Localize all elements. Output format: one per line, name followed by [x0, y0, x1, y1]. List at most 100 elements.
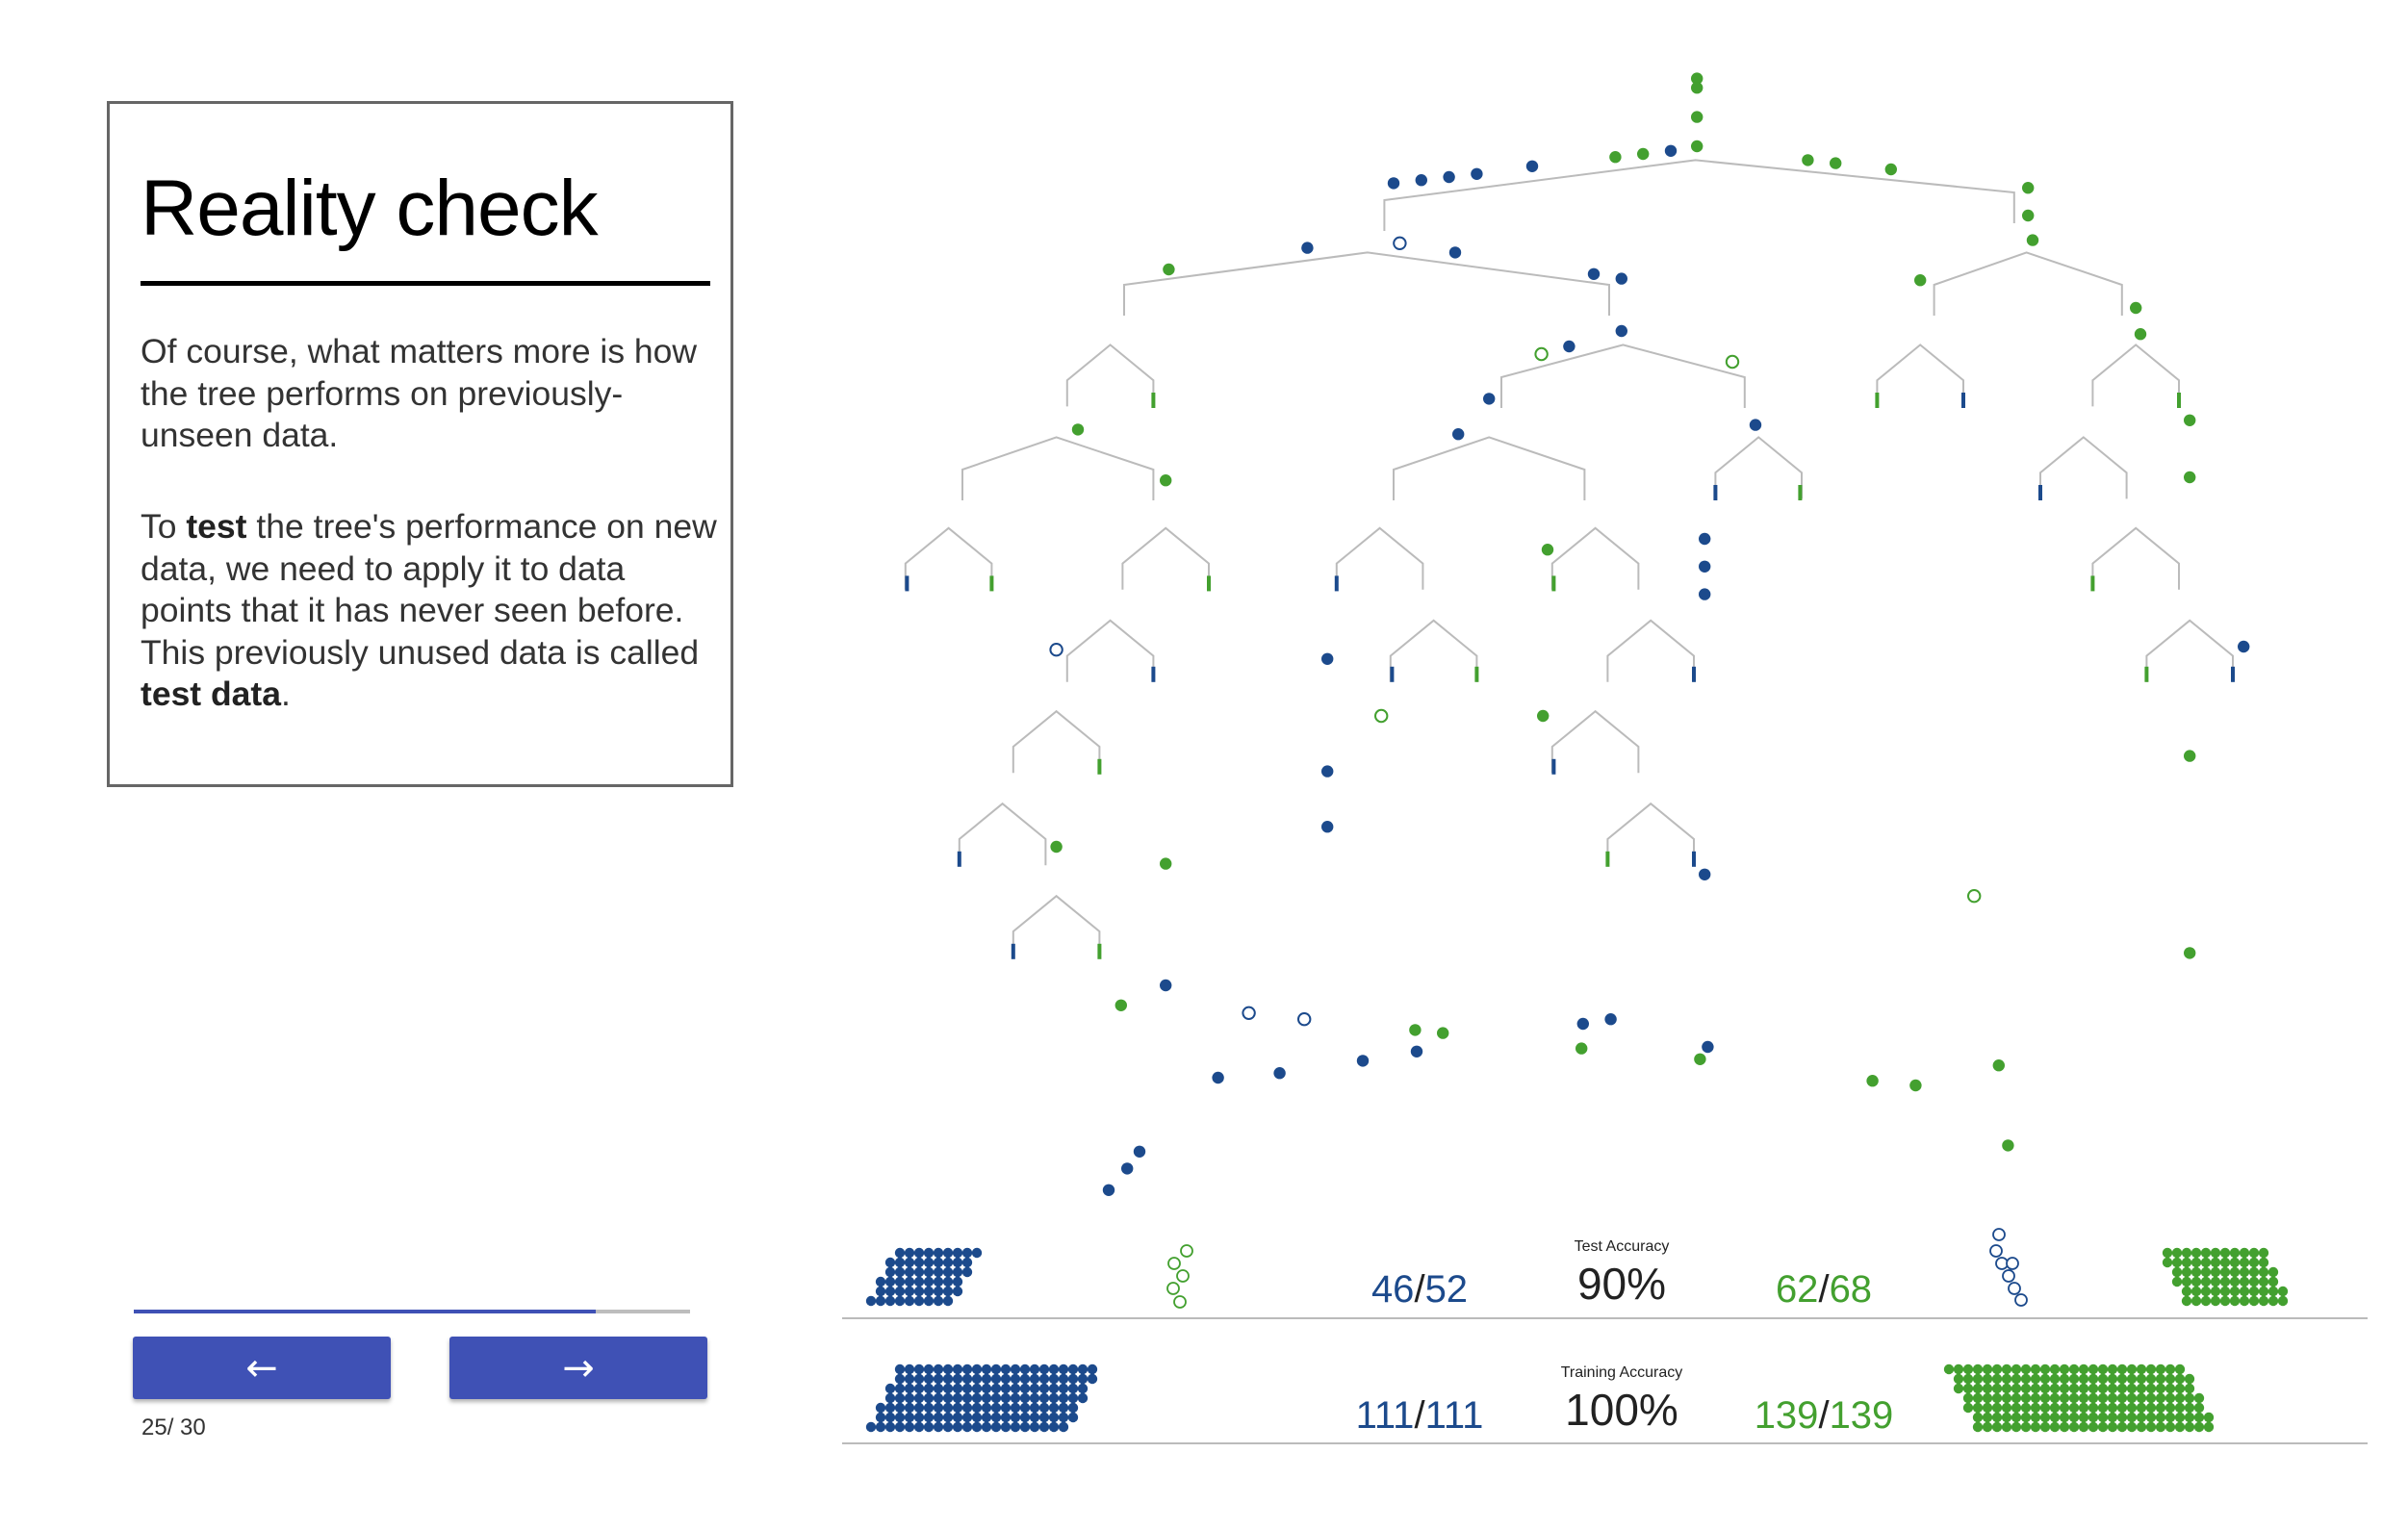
training-green-stack-dot	[2039, 1392, 2051, 1404]
training-blue-stack-dot	[981, 1373, 992, 1385]
misclassified-test-point	[1167, 1257, 1181, 1270]
training-green-stack-dot	[2136, 1383, 2147, 1394]
test-green-stack-dot	[2190, 1295, 2202, 1307]
data-point	[2002, 1139, 2014, 1152]
split-node	[1121, 526, 1210, 590]
training-blue-stack-dot	[1010, 1392, 1021, 1404]
test-green-stack-dot	[2267, 1276, 2279, 1287]
training-blue-stack-dot	[1019, 1402, 1031, 1414]
data-point	[1242, 1006, 1256, 1021]
split-node	[1876, 344, 1964, 407]
training-green-stack-dot	[1953, 1373, 1964, 1385]
previous-button[interactable]: ←	[133, 1337, 391, 1399]
data-point	[1321, 821, 1334, 833]
training-green-stack-dot	[2001, 1392, 2012, 1404]
data-point	[1321, 652, 1334, 665]
training-green-stack-dot	[2145, 1402, 2157, 1414]
training-blue-stack-dot	[942, 1383, 954, 1394]
training-blue-stack-dot	[1038, 1383, 1050, 1394]
test-blue-stack-dot	[904, 1266, 915, 1278]
arrow-left-icon: ←	[245, 1345, 278, 1390]
data-point	[1212, 1071, 1224, 1084]
data-point	[1374, 708, 1389, 724]
test-green-stack-dot	[2162, 1247, 2173, 1259]
training-green-stack-dot	[2097, 1412, 2109, 1423]
training-green-stack-dot	[2145, 1421, 2157, 1433]
training-green-stack-dot	[1991, 1421, 2003, 1433]
training-green-stack-dot	[2193, 1402, 2205, 1414]
training-blue-stack-dot	[894, 1392, 906, 1404]
split-node	[2091, 526, 2180, 590]
training-green-stack-dot	[2107, 1383, 2118, 1394]
training-blue-stack-dot	[1038, 1392, 1050, 1404]
test-green-stack-dot	[2248, 1247, 2260, 1259]
training-green-stack-dot	[2155, 1421, 2166, 1433]
training-blue-stack-dot	[933, 1402, 944, 1414]
test-green-stack-dot	[2171, 1266, 2183, 1278]
test-blue-stack-dot	[865, 1295, 877, 1307]
test-green-stack-dot	[2229, 1286, 2241, 1297]
training-green-stack-dot	[2097, 1383, 2109, 1394]
training-green-correct: 139	[1755, 1394, 1819, 1437]
next-button[interactable]: →	[449, 1337, 707, 1399]
training-green-stack-dot	[2126, 1373, 2138, 1385]
data-point	[1534, 346, 1549, 362]
data-point	[2026, 234, 2039, 246]
test-blue-stack-dot	[904, 1295, 915, 1307]
training-green-stack-dot	[1972, 1383, 1984, 1394]
training-green-stack-dot	[2068, 1412, 2080, 1423]
training-green-stack-dot	[2155, 1392, 2166, 1404]
misclassified-test-point	[1176, 1269, 1190, 1283]
training-green-stack-dot	[2184, 1421, 2195, 1433]
data-point	[1483, 393, 1496, 405]
test-green-stack-dot	[2219, 1257, 2231, 1268]
training-green-stack-dot	[1962, 1392, 1974, 1404]
training-blue-stack-dot	[1010, 1412, 1021, 1423]
training-blue-stack-dot	[1038, 1363, 1050, 1375]
training-green-stack-dot	[2059, 1402, 2070, 1414]
test-green-stack-dot	[2248, 1295, 2260, 1307]
test-blue-stack-dot	[933, 1257, 944, 1268]
test-blue-stack-dot	[961, 1257, 973, 1268]
test-blue-stack-dot	[961, 1266, 973, 1278]
test-accuracy-label: Test Accuracy	[1575, 1238, 1670, 1255]
training-blue-stack-dot	[990, 1383, 1002, 1394]
training-blue-stack-dot	[1077, 1373, 1089, 1385]
training-blue-stack-dot	[1048, 1412, 1060, 1423]
data-point	[1410, 1045, 1423, 1058]
data-point	[1409, 1024, 1422, 1036]
data-point	[1415, 174, 1428, 187]
test-green-stack-dot	[2190, 1276, 2202, 1287]
data-point	[1691, 82, 1704, 94]
test-green-stack-dot	[2200, 1276, 2212, 1287]
test-green-stack-dot	[2190, 1266, 2202, 1278]
page-counter: 25/ 30	[141, 1414, 206, 1441]
training-green-stack-dot	[2011, 1383, 2022, 1394]
training-accuracy-label: Training Accuracy	[1561, 1364, 1683, 1381]
training-green-stack-dot	[1962, 1383, 1974, 1394]
training-blue-stack-dot	[913, 1421, 925, 1433]
test-green-stack-dot	[2277, 1286, 2289, 1297]
training-green-stack-dot	[2049, 1373, 2061, 1385]
training-green-stack-dot	[2165, 1421, 2176, 1433]
misclassified-test-point	[2006, 1257, 2019, 1270]
data-point	[1664, 144, 1678, 157]
test-green-stack-dot	[2200, 1257, 2212, 1268]
training-green-stack-dot	[2011, 1392, 2022, 1404]
training-blue-stack-dot	[990, 1412, 1002, 1423]
result-stacks	[865, 1228, 2289, 1433]
data-point	[1443, 170, 1455, 184]
training-blue-stack-dot	[933, 1412, 944, 1423]
split-node	[1933, 251, 2123, 316]
training-green-stack-dot	[2107, 1421, 2118, 1433]
emphasis-test: test	[186, 507, 247, 546]
training-green-stack-dot	[2174, 1412, 2186, 1423]
training-blue-stack-dot	[981, 1383, 992, 1394]
split-node	[1606, 802, 1695, 866]
test-blue-stack-dot	[875, 1276, 886, 1287]
data-point	[1637, 147, 1650, 161]
training-green-stack-dot	[2184, 1392, 2195, 1404]
training-green-stack-dot	[2059, 1412, 2070, 1423]
training-green-stack-dot	[2039, 1412, 2051, 1423]
data-point	[1160, 979, 1172, 992]
